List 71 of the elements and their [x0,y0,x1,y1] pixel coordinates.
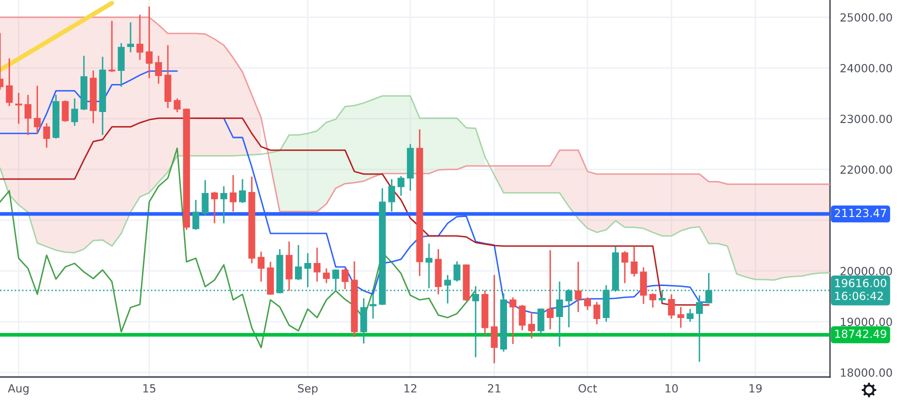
candlestick [472,285,480,358]
candlestick [295,244,302,281]
candlestick [211,191,218,224]
x-tick-label: Oct [578,384,597,393]
candlestick [108,20,116,73]
x-tick-label: Sep [298,384,318,395]
candlestick [322,268,330,284]
y-tick-label: 18000.00 [840,368,892,377]
candlestick [426,242,432,289]
candlestick [621,250,628,284]
candlestick [518,304,526,332]
candlestick [202,179,209,216]
candlestick [584,296,591,311]
candlestick [24,94,32,136]
candlestick [118,42,125,88]
x-tick-label: 10 [666,384,678,393]
candlestick [640,266,647,305]
candlestick [43,122,50,148]
ref-line-label: 19616.00 16:06:42 [835,278,886,300]
y-tick-label: 25000.00 [840,13,892,22]
line-series [0,16,830,212]
candlestick [370,294,376,320]
line-series [0,95,830,281]
y-tick-label: 19000.00 [840,318,892,326]
candlestick [686,308,694,322]
x-tick-label: 15 [143,384,156,393]
y-tick-label: 23000.00 [840,114,892,124]
candlestick [71,98,78,127]
candlestick [342,268,348,290]
y-tick-label: 20000.00 [840,266,892,276]
x-tick-label: 19 [750,384,762,393]
candlestick [398,175,404,197]
candlestick [668,294,675,320]
candlestick [258,250,265,282]
candlestick [230,174,237,212]
candlestick [593,301,600,325]
candlestick [192,199,200,231]
candlestick [454,260,460,282]
candlestick [155,55,162,84]
candlestick [509,296,516,345]
candlestick [220,186,228,224]
line-series [0,147,476,348]
candlestick [34,85,41,134]
candlestick [649,292,656,308]
candlestick [146,6,153,79]
candlestick [6,58,13,107]
candlestick [314,246,321,282]
ref-line-label: 18742.49 [835,330,886,338]
candlestick [286,240,293,292]
candlestick [127,22,134,53]
candlestick [696,294,703,362]
candlestick [574,261,582,313]
candlestick [528,311,535,340]
y-tick-label: 24000.00 [840,64,892,72]
x-tick-label: Aug [8,384,28,395]
candlestick [15,92,22,124]
candlestick [304,252,312,288]
candlestick [546,249,554,330]
candlestick [677,306,684,328]
candlestick [136,14,144,61]
candlestick [62,100,69,122]
candlestick [490,274,498,364]
candlestick [537,308,544,336]
candlestick [174,98,181,113]
ref-line-label: 21123.47 [834,208,886,218]
candlestick [388,178,396,212]
candlestick [239,178,246,204]
y-tick-label: 22000.00 [840,165,892,174]
x-tick-label: 12 [404,384,416,392]
candlestick [630,246,638,278]
x-tick-label: 21 [488,384,500,392]
